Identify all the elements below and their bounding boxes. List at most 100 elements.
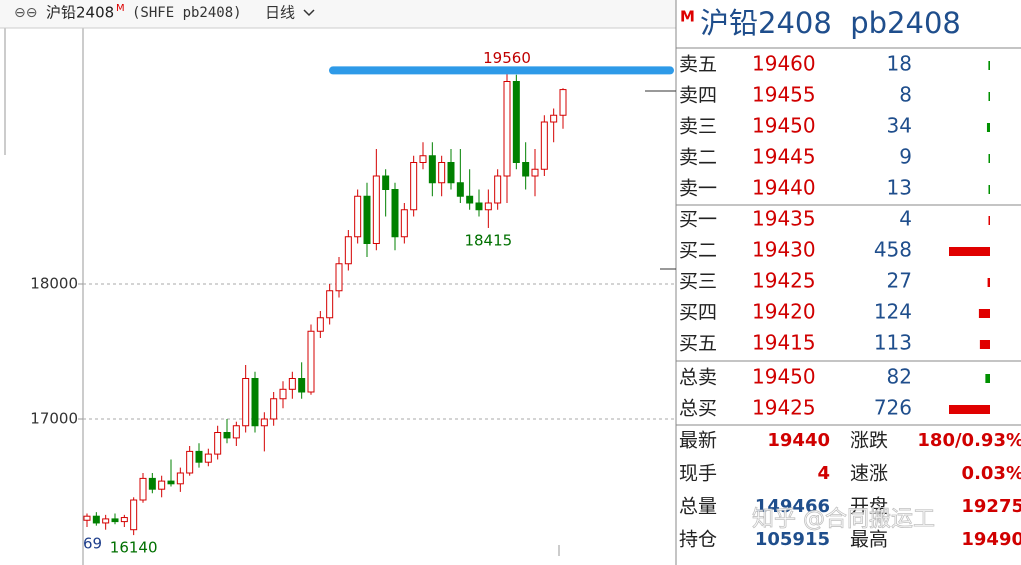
stat-value: 105915 [755,529,830,550]
stat-value: 19440 [767,430,830,451]
candle-body [419,155,427,163]
candle-body [540,121,548,170]
stat-value: 19275 [961,496,1021,517]
order-book: M 沪铅2408 pb2408 卖五 19460 18 卖四 19455 8 卖三 19450 34… [676,6,1021,551]
volume-bar [985,374,990,383]
candle-body [279,388,287,400]
volume-bar [949,405,990,414]
row-volume: 34 [887,114,912,138]
y-tick-label: 17000 [30,410,78,428]
stat-label: 总量 [679,496,717,518]
candle-body [354,195,362,238]
candle-body [438,162,446,184]
row-label: 买三 [679,271,717,293]
row-label: 卖一 [679,178,717,200]
watermark: 知乎 @合同搬运工 [752,507,935,532]
row-volume: 113 [874,331,912,355]
dropdown-arrow[interactable] [303,9,315,17]
stat-value: 0.03% [962,463,1021,484]
volume-bar [988,92,990,101]
stat-value: 180/0.93% [917,430,1021,451]
panel-title: 沪铅2408 pb2408 [700,6,961,40]
period-selector[interactable]: 日线 [265,4,295,22]
row-price: 19435 [752,207,816,231]
volume-bar [986,123,990,132]
candle-body [148,477,156,490]
candle-body [120,517,128,523]
chart-header-bar [0,0,676,28]
row-price: 19430 [752,238,816,262]
stat-value: 19490 [961,529,1021,550]
stat-label: 持仓 [679,529,717,551]
candle-body [550,114,558,123]
candle-body [92,515,100,524]
volume-bar [979,340,990,349]
candle-body [531,168,539,177]
row-volume: 18 [887,52,912,76]
link-icon[interactable]: ⊖⊖ [14,5,37,21]
stat-label: 开盘 [850,496,888,518]
candle-body [139,477,147,501]
y-tick-label: 18000 [30,275,78,293]
candle-body [344,236,352,265]
candle-body [382,175,390,190]
row-volume: 13 [887,176,912,200]
candle-body [503,81,511,177]
candle-body [251,378,259,427]
candle-body [111,518,119,523]
candle-body [559,89,567,116]
stat-label: 最新 [679,430,717,452]
row-label: 买二 [679,240,717,262]
row-price: 19450 [752,365,816,389]
candle-body [494,175,502,204]
row-price: 19455 [752,83,816,107]
candle-body [484,202,492,211]
row-volume: 8 [899,83,912,107]
row-label: 买四 [679,302,717,324]
candle-body [102,518,110,524]
row-price: 19450 [752,114,816,138]
stat-value: 4 [817,463,830,484]
candle-body [158,480,166,490]
stat-label: 涨跌 [850,430,888,452]
volume-bar [988,61,990,70]
stat-label: 现手 [679,463,717,485]
candle-body [232,425,240,439]
row-price: 19440 [752,176,816,200]
candle-body [447,162,455,184]
row-price: 19425 [752,269,816,293]
symbol-code: (SHFE pb2408) [132,5,242,21]
row-price: 19425 [752,396,816,420]
candle-body [242,378,250,427]
row-label: 卖五 [679,54,717,76]
candle-body [204,453,212,463]
extreme-label: 16140 [110,539,158,557]
candle-body [512,81,520,163]
volume-bar [988,216,990,225]
candle-body [400,209,408,238]
stat-label: 最高 [850,529,888,551]
volume-bar [988,154,990,163]
footer-value: 69 [83,535,102,553]
candle-body [372,175,380,244]
candle-body [83,515,91,521]
row-label: 买一 [679,209,717,231]
row-label: 总买 [679,398,717,420]
row-label: 卖三 [679,116,717,138]
candle-body [475,202,483,211]
candle-body [167,480,175,485]
row-volume: 27 [887,269,912,293]
candle-body [522,162,530,177]
candle-body [176,472,184,485]
row-volume: 124 [874,300,912,324]
candle-body [428,155,436,184]
candle-body [307,330,315,393]
symbol-title: 沪铅2408 [46,4,114,22]
candle-body [410,162,418,211]
row-price: 19445 [752,145,816,169]
candle-body [391,189,399,238]
volume-bar [949,247,990,256]
row-label: 卖四 [679,85,717,107]
row-price: 19420 [752,300,816,324]
